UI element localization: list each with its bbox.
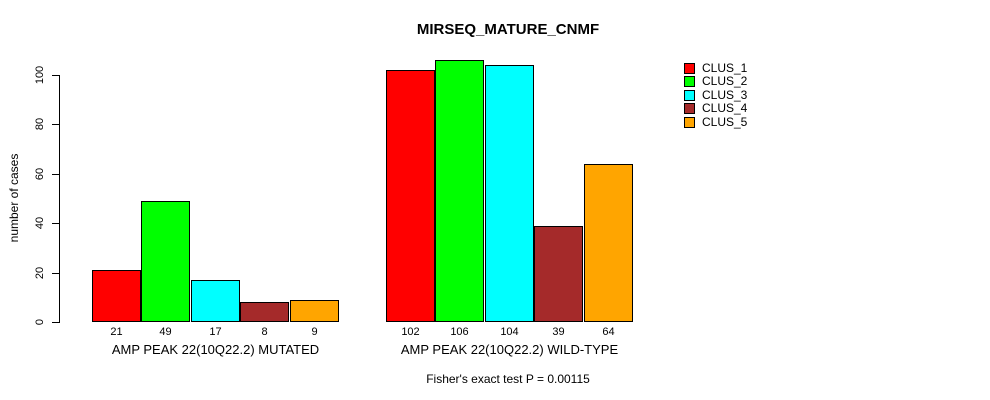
- legend-row: CLUS_5: [684, 114, 764, 129]
- legend-swatch: [684, 63, 695, 74]
- legend-label: CLUS_3: [702, 87, 748, 102]
- bar-value-label: 104: [500, 326, 519, 338]
- bar: [386, 70, 435, 322]
- y-axis-line: [59, 75, 60, 323]
- legend-swatch: [684, 89, 695, 101]
- bar-value-label: 21: [110, 326, 123, 338]
- legend-label: CLUS_1: [702, 61, 748, 75]
- bar: [534, 226, 583, 322]
- legend-label: CLUS_4: [702, 101, 748, 116]
- legend-swatch: [684, 76, 695, 88]
- legend-label: CLUS_2: [702, 74, 748, 89]
- y-tick-label: 0: [34, 318, 46, 326]
- chart-annotation: Fisher's exact test P = 0.00115: [426, 372, 590, 386]
- bar-value-label: 106: [450, 326, 469, 338]
- y-axis-tick: [52, 75, 59, 76]
- bar: [141, 201, 190, 322]
- bar: [240, 302, 289, 322]
- bar-value-label: 9: [311, 326, 318, 338]
- y-axis-tick: [52, 124, 59, 126]
- legend-row: CLUS_3: [684, 87, 764, 102]
- bar: [485, 65, 534, 322]
- bar: [92, 270, 141, 322]
- bar: [290, 300, 339, 322]
- group-label: AMP PEAK 22(10Q22.2) MUTATED: [111, 342, 320, 357]
- y-axis-tick: [52, 223, 59, 225]
- legend-swatch: [684, 103, 695, 115]
- y-tick-label: 100: [34, 65, 46, 85]
- legend-row: CLUS_2: [684, 75, 764, 88]
- legend-row: CLUS_1: [684, 62, 764, 75]
- legend-swatch: [684, 116, 695, 128]
- y-tick-label: 40: [34, 217, 46, 230]
- bar-value-label: 64: [602, 326, 615, 338]
- bar-value-label: 39: [552, 326, 565, 338]
- legend-label: CLUS_5: [702, 114, 748, 129]
- bar: [191, 280, 240, 322]
- y-tick-label: 80: [34, 118, 46, 131]
- y-axis-label: number of cases: [7, 153, 21, 243]
- legend-row: CLUS_4: [684, 102, 764, 115]
- bar: [435, 60, 484, 322]
- bar-value-label: 49: [159, 326, 172, 338]
- y-axis-tick: [52, 173, 59, 175]
- y-axis-tick: [52, 322, 59, 323]
- y-axis-tick: [52, 272, 59, 274]
- bar: [584, 164, 633, 322]
- bar-value-label: 8: [261, 326, 268, 338]
- chart-title: MIRSEQ_MATURE_CNMF: [416, 21, 600, 38]
- y-tick-label: 60: [34, 167, 46, 180]
- y-tick-label: 20: [34, 266, 46, 279]
- bar-value-label: 17: [209, 326, 222, 338]
- bar-value-label: 102: [401, 326, 420, 338]
- group-label: AMP PEAK 22(10Q22.2) WILD-TYPE: [400, 342, 619, 357]
